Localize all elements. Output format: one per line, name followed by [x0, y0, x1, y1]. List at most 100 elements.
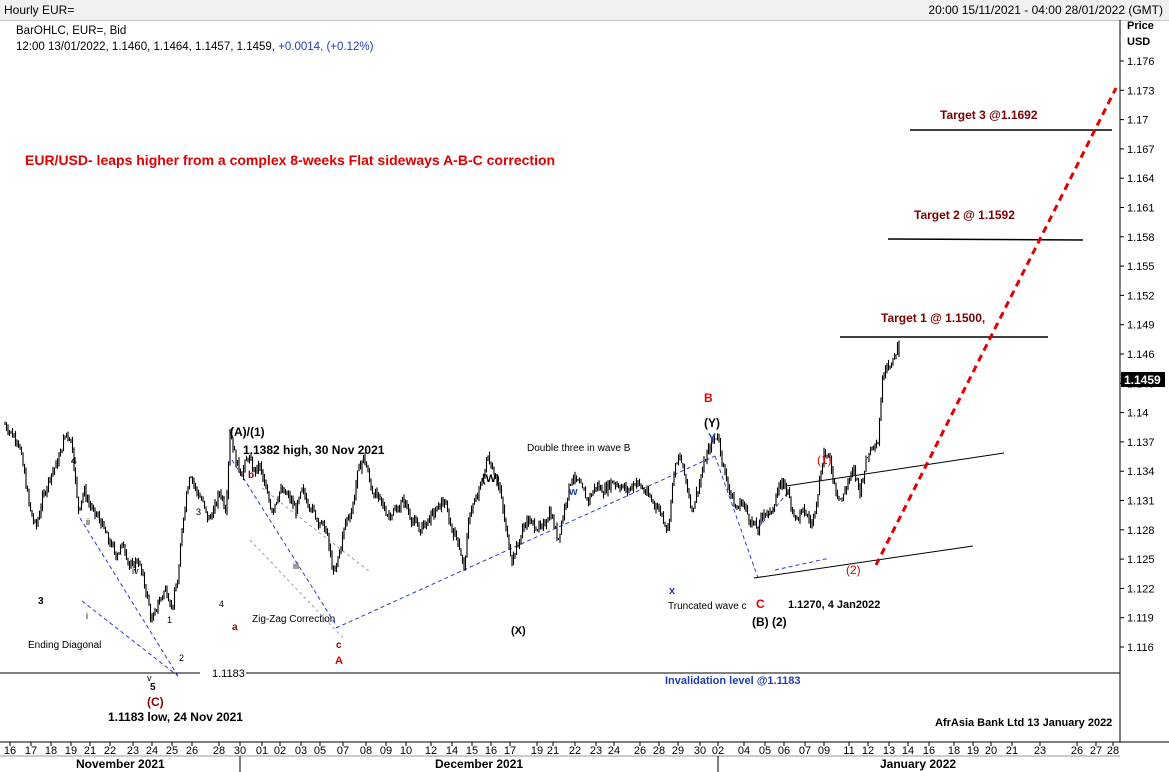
time-tick-label: 21 — [547, 745, 559, 757]
ohlc-values: 12:00 13/01/2022, 1.1460, 1.1464, 1.1457… — [16, 41, 279, 53]
ohlc-readout: 12:00 13/01/2022, 1.1460, 1.1464, 1.1457… — [16, 41, 373, 53]
time-tick-label: 04 — [738, 745, 750, 757]
headline: EUR/USD- leaps higher from a complex 8-w… — [25, 152, 555, 168]
time-tick-label: 02 — [274, 745, 286, 757]
price-axis-label: Price — [1127, 20, 1154, 32]
price-tick-label: 1.164 — [1127, 173, 1155, 185]
wave-label-c: c — [336, 640, 342, 651]
target-1-label: Target 1 @ 1.1500, — [881, 311, 985, 325]
credit-label: AfrAsia Bank Ltd 13 January 2022 — [935, 717, 1112, 729]
wave-label-3: 3 — [38, 596, 44, 607]
time-tick-label: 30 — [694, 745, 706, 757]
time-tick-label: 20 — [985, 745, 997, 757]
time-tick-label: 28 — [653, 745, 665, 757]
time-tick-label: 21 — [1006, 745, 1018, 757]
wave-label-4: 4 — [71, 456, 77, 467]
wave-b-guide-line — [335, 455, 716, 629]
last-price-tag — [1121, 372, 1165, 387]
time-tick-label: 18 — [45, 745, 57, 757]
time-tick-label: 30 — [234, 745, 246, 757]
wave-label-v: v — [147, 673, 152, 683]
wave-label-red-C: C — [756, 597, 765, 611]
price-tick-label: 1.131 — [1127, 496, 1155, 508]
price-tick-label: 1.125 — [1127, 554, 1155, 566]
time-tick-label: 17 — [504, 745, 516, 757]
time-tick-label: 14 — [902, 745, 914, 757]
price-tick-label: 1.116 — [1127, 642, 1154, 654]
truncated-label: Truncated wave c — [668, 601, 747, 612]
time-axis-ticks: 16 17 18 19 21 22 23 24 25 26 28 30 01 02 03 05 07 08 09 10… — [4, 742, 1119, 757]
wave-label-blue-w: w — [568, 486, 578, 498]
wave-label-blue-Y: Y — [708, 431, 716, 445]
last-price-value: 1.1459 — [1124, 373, 1161, 387]
wave-label-C: (C) — [147, 695, 164, 709]
time-tick-label: 16 — [4, 745, 16, 757]
diagonal-lower-line — [81, 600, 179, 677]
target-3-label: Target 3 @1.1692 — [940, 108, 1038, 122]
time-tick-label: 24 — [608, 745, 620, 757]
chart-title: Hourly EUR= — [4, 3, 75, 17]
time-tick-label: 12 — [862, 745, 874, 757]
level-label-bg — [200, 665, 246, 681]
zigzag-guide-line — [231, 459, 337, 626]
series-description: BarOHLC, EUR=, Bid — [16, 25, 127, 37]
price-tick-label: 1.122 — [1127, 583, 1155, 595]
price-tick-label: 1.128 — [1127, 525, 1155, 537]
wave-label-iii: iii — [293, 561, 299, 571]
high-note: 1.1382 high, 30 Nov 2021 — [243, 443, 385, 457]
time-tick-label: 11 — [843, 745, 854, 757]
wave-c-guide-line — [714, 455, 759, 579]
price-tick-label: 1.158 — [1127, 232, 1155, 244]
wave-label-5: 5 — [150, 682, 156, 693]
time-tick-label: 18 — [948, 745, 960, 757]
time-tick-label: 17 — [25, 745, 37, 757]
time-tick-label: 16 — [485, 745, 497, 757]
time-tick-label: 28 — [213, 745, 225, 757]
time-tick-label: 09 — [380, 745, 392, 757]
month-label: November 2021 — [76, 757, 165, 771]
time-tick-label: 19 — [967, 745, 979, 757]
time-tick-label: 23 — [127, 745, 139, 757]
time-tick-label: 15 — [466, 745, 478, 757]
time-tick-label: 14 — [446, 745, 458, 757]
chart-header-bar: Hourly EUR= 20:00 15/11/2021 - 04:00 28/… — [0, 0, 1169, 21]
wave-label-red-A: A — [335, 655, 343, 667]
zigzag-label: Zig-Zag Correction — [252, 614, 335, 625]
price-tick-label: 1.119 — [1127, 613, 1154, 625]
pattern-guides — [79, 455, 831, 677]
time-tick-label: 28 — [1107, 745, 1119, 757]
low-note: 1.1183 low, 24 Nov 2021 — [108, 710, 243, 724]
time-tick-label: 19 — [531, 745, 543, 757]
time-tick-label: 05 — [759, 745, 771, 757]
wave-label-A1: (A)/(1) — [230, 425, 265, 439]
price-tick-label: 1.134 — [1127, 466, 1155, 478]
month-label: January 2022 — [880, 757, 956, 771]
channel-lower-line — [249, 539, 346, 641]
price-tick-label: 1.167 — [1127, 144, 1155, 156]
price-tick-label: 1.173 — [1127, 85, 1155, 97]
time-tick-label: 26 — [1071, 745, 1083, 757]
wave-label-Y: (Y) — [704, 416, 720, 430]
time-tick-label: 24 — [146, 745, 158, 757]
price-tick-label: 1.149 — [1127, 320, 1155, 332]
price-axis-unit: USD — [1127, 36, 1151, 48]
price-tick-label: 1.155 — [1127, 261, 1155, 273]
price-axis-ticks: 1.176 1.173 1.17 1.167 1.164 1.161 1.158 1.155 1… — [1120, 56, 1155, 654]
price-tick-label: 1.161 — [1127, 203, 1155, 215]
channel-lower-solid — [753, 545, 974, 579]
price-change: +0.0014, (+0.12%) — [278, 41, 374, 53]
double-three-label: Double three in wave B — [527, 443, 631, 454]
level-1183-label: 1.1183 — [212, 668, 245, 680]
time-tick-label: 09 — [818, 745, 830, 757]
wave-label-b: b — [248, 470, 254, 481]
time-tick-label: 02 — [712, 745, 724, 757]
wave-label-X: (X) — [511, 625, 526, 637]
time-tick-label: 06 — [778, 745, 790, 757]
time-tick-label: 23 — [590, 745, 602, 757]
time-tick-label: 01 — [256, 745, 268, 757]
time-tick-label: 26 — [186, 745, 198, 757]
time-tick-label: 16 — [923, 745, 935, 757]
price-tick-label: 1.146 — [1127, 349, 1155, 361]
time-tick-label: 05 — [314, 745, 326, 757]
